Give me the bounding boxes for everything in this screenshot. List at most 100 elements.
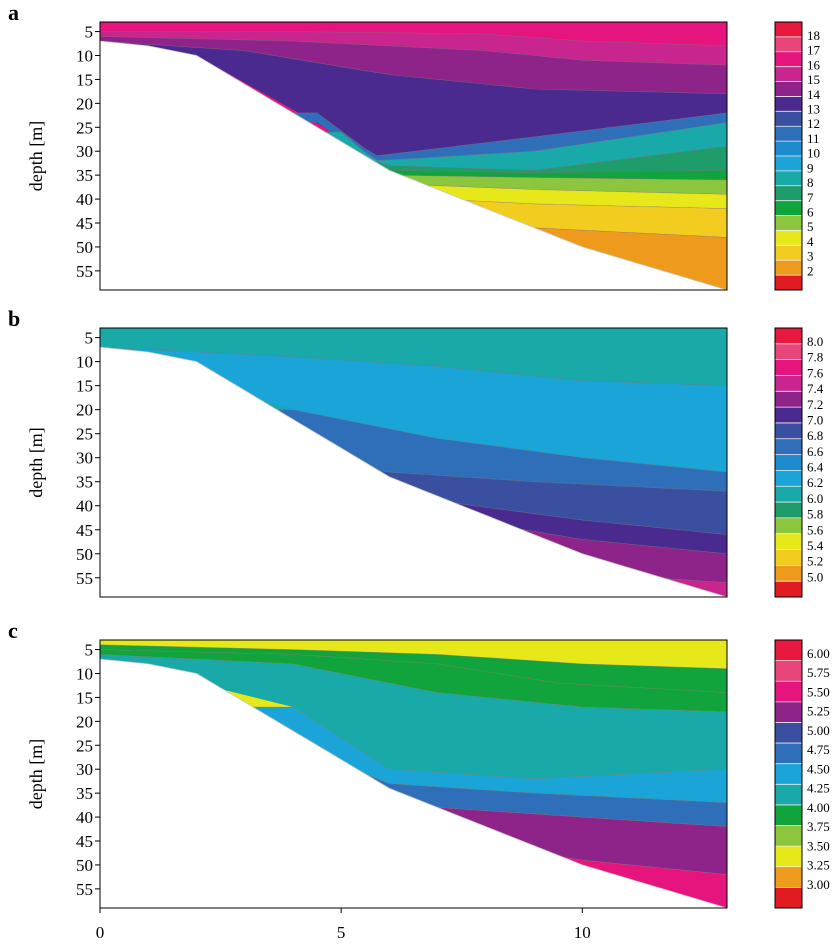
y-tick-label: 5 — [85, 23, 94, 42]
colorbar-label: 6.6 — [807, 444, 824, 459]
y-tick-label: 35 — [76, 784, 93, 803]
colorbar-label: 5.6 — [807, 522, 824, 537]
y-tick-label: 25 — [76, 425, 93, 444]
y-tick-label: 55 — [76, 262, 93, 281]
colorbar-label: 5.00 — [807, 723, 830, 738]
colorbar-label: 7.0 — [807, 412, 823, 427]
colorbar-label: 4 — [807, 234, 814, 249]
colorbar-swatch — [775, 22, 802, 38]
colorbar-swatch — [775, 66, 802, 83]
colorbar-label: 14 — [807, 87, 821, 102]
colorbar-label: 7.4 — [807, 381, 824, 396]
lake-bottom — [100, 658, 727, 908]
y-tick-label: 30 — [76, 760, 93, 779]
colorbar-label: 6.0 — [807, 491, 823, 506]
contour-band-3_6 — [100, 640, 727, 669]
colorbar-swatch — [775, 141, 802, 157]
y-tick-label: 45 — [76, 214, 93, 233]
colorbar-label: 7.6 — [807, 365, 824, 380]
plot-frame — [99, 327, 728, 598]
y-tick-label: 15 — [76, 688, 93, 707]
colorbar-label: 6.2 — [807, 475, 823, 490]
contour-line — [100, 36, 727, 66]
y-tick-label: 55 — [76, 569, 93, 588]
colorbar-label: 6.8 — [807, 428, 823, 443]
colorbar-swatch — [775, 565, 802, 582]
y-axis-title: depth [m] — [26, 427, 46, 497]
colorbar-label: 4.00 — [807, 800, 830, 815]
y-tick-label: 50 — [76, 856, 93, 875]
contour-band-7 — [100, 486, 727, 554]
colorbar-label: 2 — [807, 263, 814, 278]
colorbar-swatch — [775, 230, 802, 246]
colorbar-label: 3.25 — [807, 858, 830, 873]
contour-field — [100, 328, 727, 597]
colorbar-swatch — [775, 825, 802, 847]
colorbar-swatch — [775, 784, 802, 806]
contour-band-6_4 — [100, 347, 727, 473]
colorbar-swatch — [775, 549, 802, 566]
colorbar-swatch — [775, 245, 802, 261]
contour-field — [100, 640, 727, 908]
colorbar-swatch — [775, 156, 802, 172]
panel-letter: a — [8, 0, 19, 25]
colorbar-swatch — [775, 701, 802, 723]
colorbar-label: 3 — [807, 249, 814, 264]
colorbar-swatch — [775, 96, 802, 112]
colorbar-label: 16 — [807, 57, 821, 72]
colorbar-label: 15 — [807, 72, 820, 87]
colorbar-label: 5 — [807, 219, 814, 234]
y-tick-label: 5 — [85, 329, 94, 348]
colorbar-label: 6 — [807, 204, 814, 219]
colorbar-label: 5.75 — [807, 665, 830, 680]
colorbar-swatch — [775, 343, 802, 361]
y-tick-label: 5 — [85, 641, 94, 660]
y-tick-label: 15 — [76, 70, 93, 89]
contour-band-13 — [100, 41, 727, 156]
colorbar-swatch — [775, 185, 802, 202]
colorbar-swatch — [775, 375, 802, 392]
colorbar-swatch — [775, 660, 802, 682]
contour-line — [100, 644, 727, 669]
colorbar-swatch — [775, 846, 802, 868]
colorbar-swatch — [775, 391, 802, 408]
colorbar-label: 18 — [807, 28, 820, 43]
colorbar-label: 5.8 — [807, 507, 823, 522]
panel-letter: b — [8, 306, 20, 331]
colorbar-swatch — [775, 722, 802, 744]
colorbar-label: 6.4 — [807, 460, 824, 475]
plot-frame — [99, 639, 728, 909]
colorbar-swatch — [775, 170, 802, 187]
colorbar-label: 7.2 — [807, 397, 823, 412]
colorbar-label: 5.2 — [807, 554, 823, 569]
colorbar-swatch — [775, 407, 802, 424]
contour-band-4_3 — [100, 654, 727, 779]
colorbar-swatch — [775, 36, 802, 53]
y-tick-label: 55 — [76, 880, 93, 899]
colorbar-swatch — [775, 887, 802, 909]
contour-band-3_9 — [100, 644, 727, 693]
contour-band-14 — [100, 36, 727, 94]
colorbar-label: 8.0 — [807, 334, 823, 349]
y-tick-label: 50 — [76, 545, 93, 564]
colorbar-swatch — [775, 866, 802, 888]
x-tick-label: 10 — [574, 923, 591, 942]
colorbar-swatch — [775, 81, 802, 97]
contour-band-4_1 — [100, 649, 727, 712]
colorbar-swatch — [775, 438, 802, 456]
colorbar-label: 4.75 — [807, 742, 830, 757]
contour-band-6_2 — [100, 328, 727, 386]
colorbar-label: 13 — [807, 102, 820, 117]
colorbar-label: 11 — [807, 131, 820, 146]
colorbar-swatch — [775, 533, 802, 551]
colorbar-swatch — [775, 502, 802, 519]
contour-field — [100, 22, 727, 290]
y-tick-label: 40 — [76, 497, 93, 516]
x-tick-label: 5 — [337, 923, 346, 942]
colorbar-label: 9 — [807, 160, 814, 175]
colorbar: 8.07.87.67.47.27.06.86.66.46.26.05.85.65… — [774, 327, 824, 598]
colorbar-swatch — [775, 328, 802, 345]
